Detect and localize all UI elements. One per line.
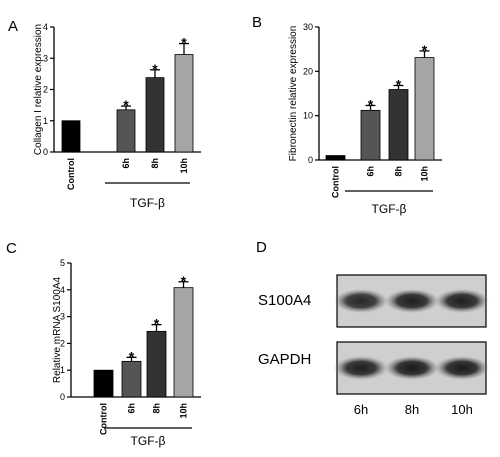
y-tick-label: 4 [43, 22, 48, 32]
chart-panel-b: 0 10 20 30 Fibronectin relative expression Co… [288, 22, 442, 216]
bar [414, 57, 435, 161]
bar [116, 109, 136, 153]
western-blot-panel: S100A4 GAPDH 6h 8h 10h [258, 274, 489, 417]
x-tick-label: Control [99, 403, 109, 435]
bar [121, 360, 142, 398]
bar [61, 120, 81, 153]
x-tick-label: 8h [150, 158, 160, 169]
blot-row-label: GAPDH [258, 351, 311, 368]
blot-band [385, 356, 439, 380]
bar [174, 54, 194, 153]
y-tick-label: 10 [303, 111, 313, 121]
x-tick-label: 10h [420, 166, 430, 182]
panel-label-c: C [6, 240, 17, 257]
y-tick-label: 0 [308, 155, 313, 165]
x-tick-label: Control [331, 166, 341, 198]
y-axis-label: Fibronectin relative expression [288, 26, 299, 162]
blot-lane-label: 6h [354, 402, 368, 417]
bar [146, 330, 167, 398]
significance-star: * [422, 42, 428, 58]
y-tick-label: 5 [60, 258, 65, 268]
y-tick-label: 3 [43, 53, 48, 63]
significance-star: * [123, 97, 129, 113]
panel-label-d: D [256, 239, 267, 256]
y-tick-label: 4 [60, 285, 65, 295]
y-tick-label: 3 [60, 312, 65, 322]
significance-star: * [154, 316, 160, 332]
blot-lane-label: 8h [405, 402, 419, 417]
significance-star: * [181, 35, 187, 51]
blot-band [435, 356, 489, 380]
y-tick-label: 1 [60, 365, 65, 375]
y-tick-label: 20 [303, 66, 313, 76]
x-tick-label: 8h [152, 403, 162, 414]
bar [360, 109, 381, 161]
blot-band [334, 289, 388, 313]
bar [145, 77, 165, 153]
group-label: TGF-β [131, 434, 166, 448]
x-tick-label: 6h [121, 158, 131, 169]
y-axis-label: Relative mRNA S100A4 [52, 276, 63, 383]
significance-star: * [129, 348, 135, 364]
x-tick-label: 6h [366, 166, 376, 177]
y-axis-label: Collagen I relative expression [33, 24, 44, 155]
x-tick-label: 10h [179, 403, 189, 419]
blot-band [385, 289, 439, 313]
x-tick-label: 10h [179, 158, 189, 174]
blot-band [435, 289, 489, 313]
bar [173, 287, 194, 398]
blot-row-label: S100A4 [258, 292, 311, 309]
y-tick-label: 2 [43, 85, 48, 95]
panel-label-b: B [252, 14, 262, 31]
blot-lane-label: 10h [451, 402, 473, 417]
group-label: TGF-β [130, 196, 165, 210]
significance-star: * [368, 96, 374, 112]
y-tick-label: 1 [43, 116, 48, 126]
significance-star: * [396, 77, 402, 93]
bar [325, 155, 346, 161]
x-tick-label: 6h [127, 403, 137, 414]
bar [93, 369, 114, 398]
group-label: TGF-β [372, 202, 407, 216]
x-tick-label: Control [66, 158, 76, 190]
panel-label-a: A [8, 18, 18, 35]
bar [388, 89, 409, 161]
y-tick-label: 2 [60, 338, 65, 348]
significance-star: * [152, 61, 158, 77]
blot-band [334, 356, 388, 380]
significance-star: * [181, 273, 187, 289]
x-tick-label: 8h [394, 166, 404, 177]
y-tick-label: 30 [303, 22, 313, 32]
chart-panel-c: 0 1 2 3 4 5 Relative mRNA S100A4 Control * 6h * 8h *… [52, 258, 201, 448]
y-tick-label: 0 [43, 147, 48, 157]
y-tick-label: 0 [60, 392, 65, 402]
